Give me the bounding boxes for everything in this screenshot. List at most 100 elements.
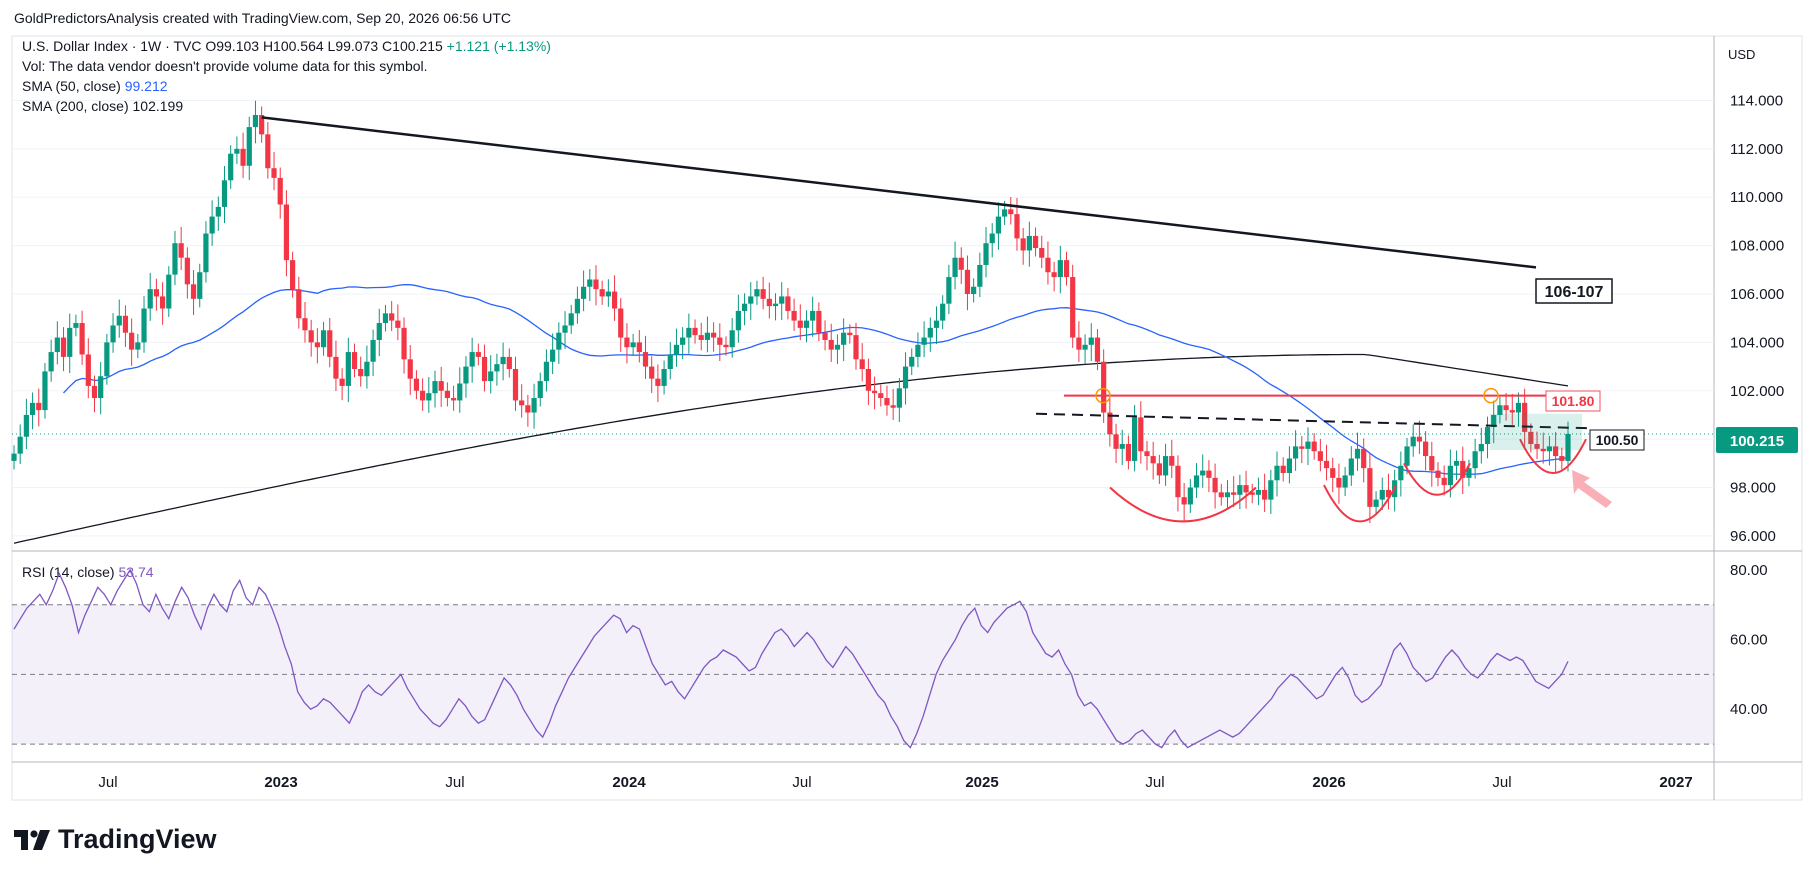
candle-body (358, 368, 364, 377)
candle-body (537, 381, 543, 399)
candle-body (1484, 427, 1491, 444)
candle-body (878, 393, 884, 399)
candle-body (420, 390, 426, 401)
candle-body (1237, 485, 1243, 495)
price-tick-label: 104.000 (1730, 334, 1784, 351)
candle-body (543, 361, 550, 382)
candle-body (531, 398, 537, 413)
candle-body (98, 376, 104, 399)
candle-body (327, 330, 333, 357)
candle-body (525, 405, 531, 413)
candle-body (1181, 497, 1187, 505)
chart-drawings (261, 116, 1612, 523)
candle-body (989, 233, 995, 244)
pivot-circle (1095, 387, 1111, 404)
tradingview-logo-icon (14, 829, 50, 850)
candle-body (364, 361, 370, 377)
candle-body (1094, 337, 1101, 362)
candle-body (655, 378, 661, 386)
candle-body (958, 257, 964, 270)
sma200-label: SMA (200, close) (22, 98, 129, 114)
candle-body (110, 325, 116, 343)
tradingview-logo[interactable]: TradingView (14, 824, 217, 855)
time-tick-label: 2027 (1659, 774, 1692, 791)
candle-body (828, 339, 834, 350)
resistance-label: 101.80 (1552, 393, 1595, 409)
candle-body (723, 344, 729, 348)
time-tick-label: Jul (1145, 774, 1164, 791)
candle-body (1540, 448, 1546, 452)
candle-body (698, 335, 704, 340)
candle-body (1001, 209, 1008, 217)
price-tick-label: 112.000 (1730, 141, 1783, 158)
rsi-tick-label: 80.00 (1730, 562, 1768, 579)
candle-body (1057, 260, 1063, 278)
candle-body (803, 320, 810, 328)
time-tick-label: 2026 (1312, 774, 1345, 791)
candle-body (915, 344, 921, 357)
candle-body (593, 279, 599, 290)
candle-body (568, 313, 574, 326)
candle-body (135, 342, 141, 350)
candle-body (791, 310, 797, 321)
candle-body (1008, 209, 1014, 215)
resistance-label-box (1545, 390, 1601, 412)
currency-label: USD (1728, 47, 1755, 62)
candle-body (1348, 458, 1354, 476)
price-tick-label: 110.000 (1730, 189, 1783, 206)
candle-body (1107, 412, 1113, 435)
candle-body (704, 332, 711, 340)
candle-body (834, 344, 841, 350)
candle-body (927, 327, 933, 338)
candle-body (1404, 446, 1410, 466)
candle-body (946, 277, 952, 304)
candle-body (1063, 260, 1070, 278)
sma50-legend: SMA (50, close) 99.212 (22, 78, 168, 94)
candle-body (1528, 431, 1534, 444)
candle-body (1435, 470, 1441, 478)
time-tick-label: Jul (792, 774, 811, 791)
candle-body (1491, 414, 1497, 428)
candle-body (413, 378, 420, 391)
candle-body (909, 356, 915, 367)
candle-body (1125, 443, 1132, 461)
candle-body (1200, 470, 1206, 476)
candle-body (488, 371, 494, 382)
candle-body (481, 356, 488, 382)
candle-body (209, 216, 215, 234)
candle-body (1076, 337, 1082, 350)
candle-body (816, 310, 822, 333)
candle-body (605, 291, 611, 297)
change-value: +1.121 (+1.13%) (446, 38, 551, 54)
candle-body (11, 453, 17, 461)
candle-body (1255, 489, 1262, 495)
candle-body (822, 332, 828, 340)
candle-body (1398, 465, 1404, 481)
candle-body (308, 330, 314, 343)
candle-body (203, 233, 209, 273)
candle-body (159, 296, 166, 309)
candle-body (370, 339, 376, 362)
candle-body (469, 352, 475, 367)
candle-body (933, 320, 940, 328)
candle-body (178, 243, 184, 258)
candle-body (717, 337, 723, 345)
candle-body (556, 332, 562, 350)
candle-body (512, 368, 519, 401)
neckline-label-box (1589, 429, 1645, 451)
candle-body (1039, 248, 1045, 258)
candle-body (1268, 480, 1274, 500)
candle-body (1138, 417, 1144, 452)
candle-body (450, 398, 457, 401)
candle-body (1385, 489, 1392, 498)
time-tick-label: 2023 (264, 774, 297, 791)
candle-body (995, 216, 1002, 234)
candle-body (290, 260, 296, 290)
candle-body (1429, 456, 1435, 471)
candle-body (1559, 456, 1565, 461)
candle-body (977, 264, 983, 287)
rsi-pane (12, 568, 1714, 749)
sma200-path (13, 353, 1569, 544)
candle-body (234, 148, 240, 154)
